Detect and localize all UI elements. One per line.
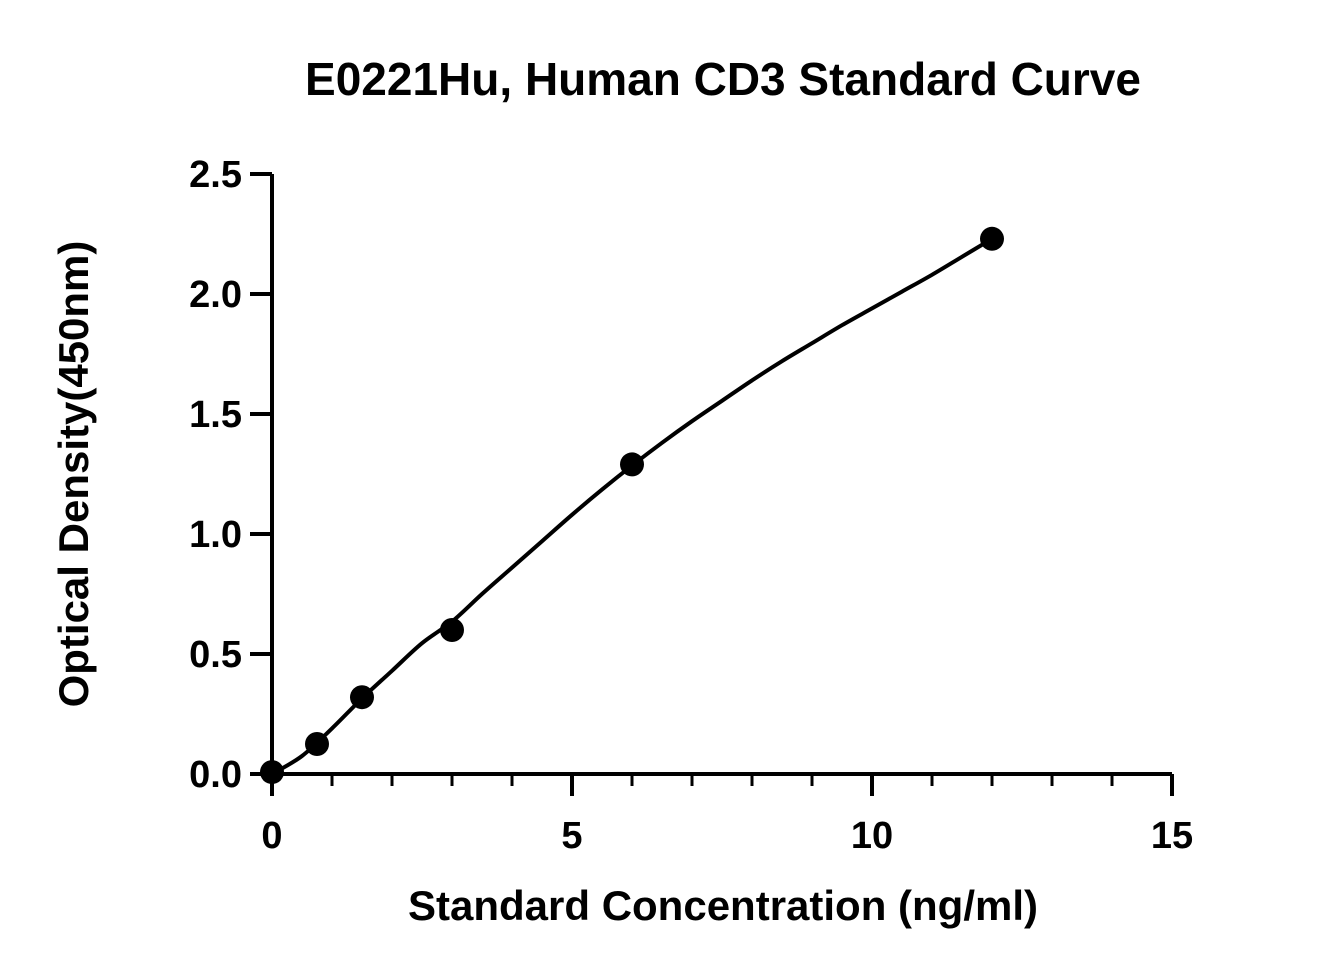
chart-title: E0221Hu, Human CD3 Standard Curve: [305, 53, 1141, 105]
y-axis-label: Optical Density(450nm): [50, 241, 97, 708]
data-point: [440, 618, 464, 642]
x-axis-label: Standard Concentration (ng/ml): [408, 882, 1038, 929]
y-tick-label: 2.0: [189, 274, 242, 316]
x-tick-label: 5: [561, 815, 582, 857]
y-tick-label: 0.5: [189, 634, 242, 676]
plot-area: 0.0 0.5 1.0 1.5 2.0 2.5 0 5 10 15: [189, 154, 1193, 857]
data-point: [620, 452, 644, 477]
y-tick-label: 1.5: [189, 394, 242, 436]
x-tick-label: 0: [261, 815, 282, 857]
fit-curve-line: [270, 236, 994, 776]
y-tick-label: 0.0: [189, 754, 242, 796]
data-point: [350, 685, 374, 710]
x-tick-label: 15: [1151, 815, 1193, 857]
y-tick-label: 2.5: [189, 154, 242, 196]
data-point: [260, 760, 284, 785]
data-point: [305, 732, 329, 756]
data-point: [980, 226, 1004, 251]
y-tick-label: 1.0: [189, 514, 242, 556]
x-tick-label: 10: [851, 815, 893, 857]
